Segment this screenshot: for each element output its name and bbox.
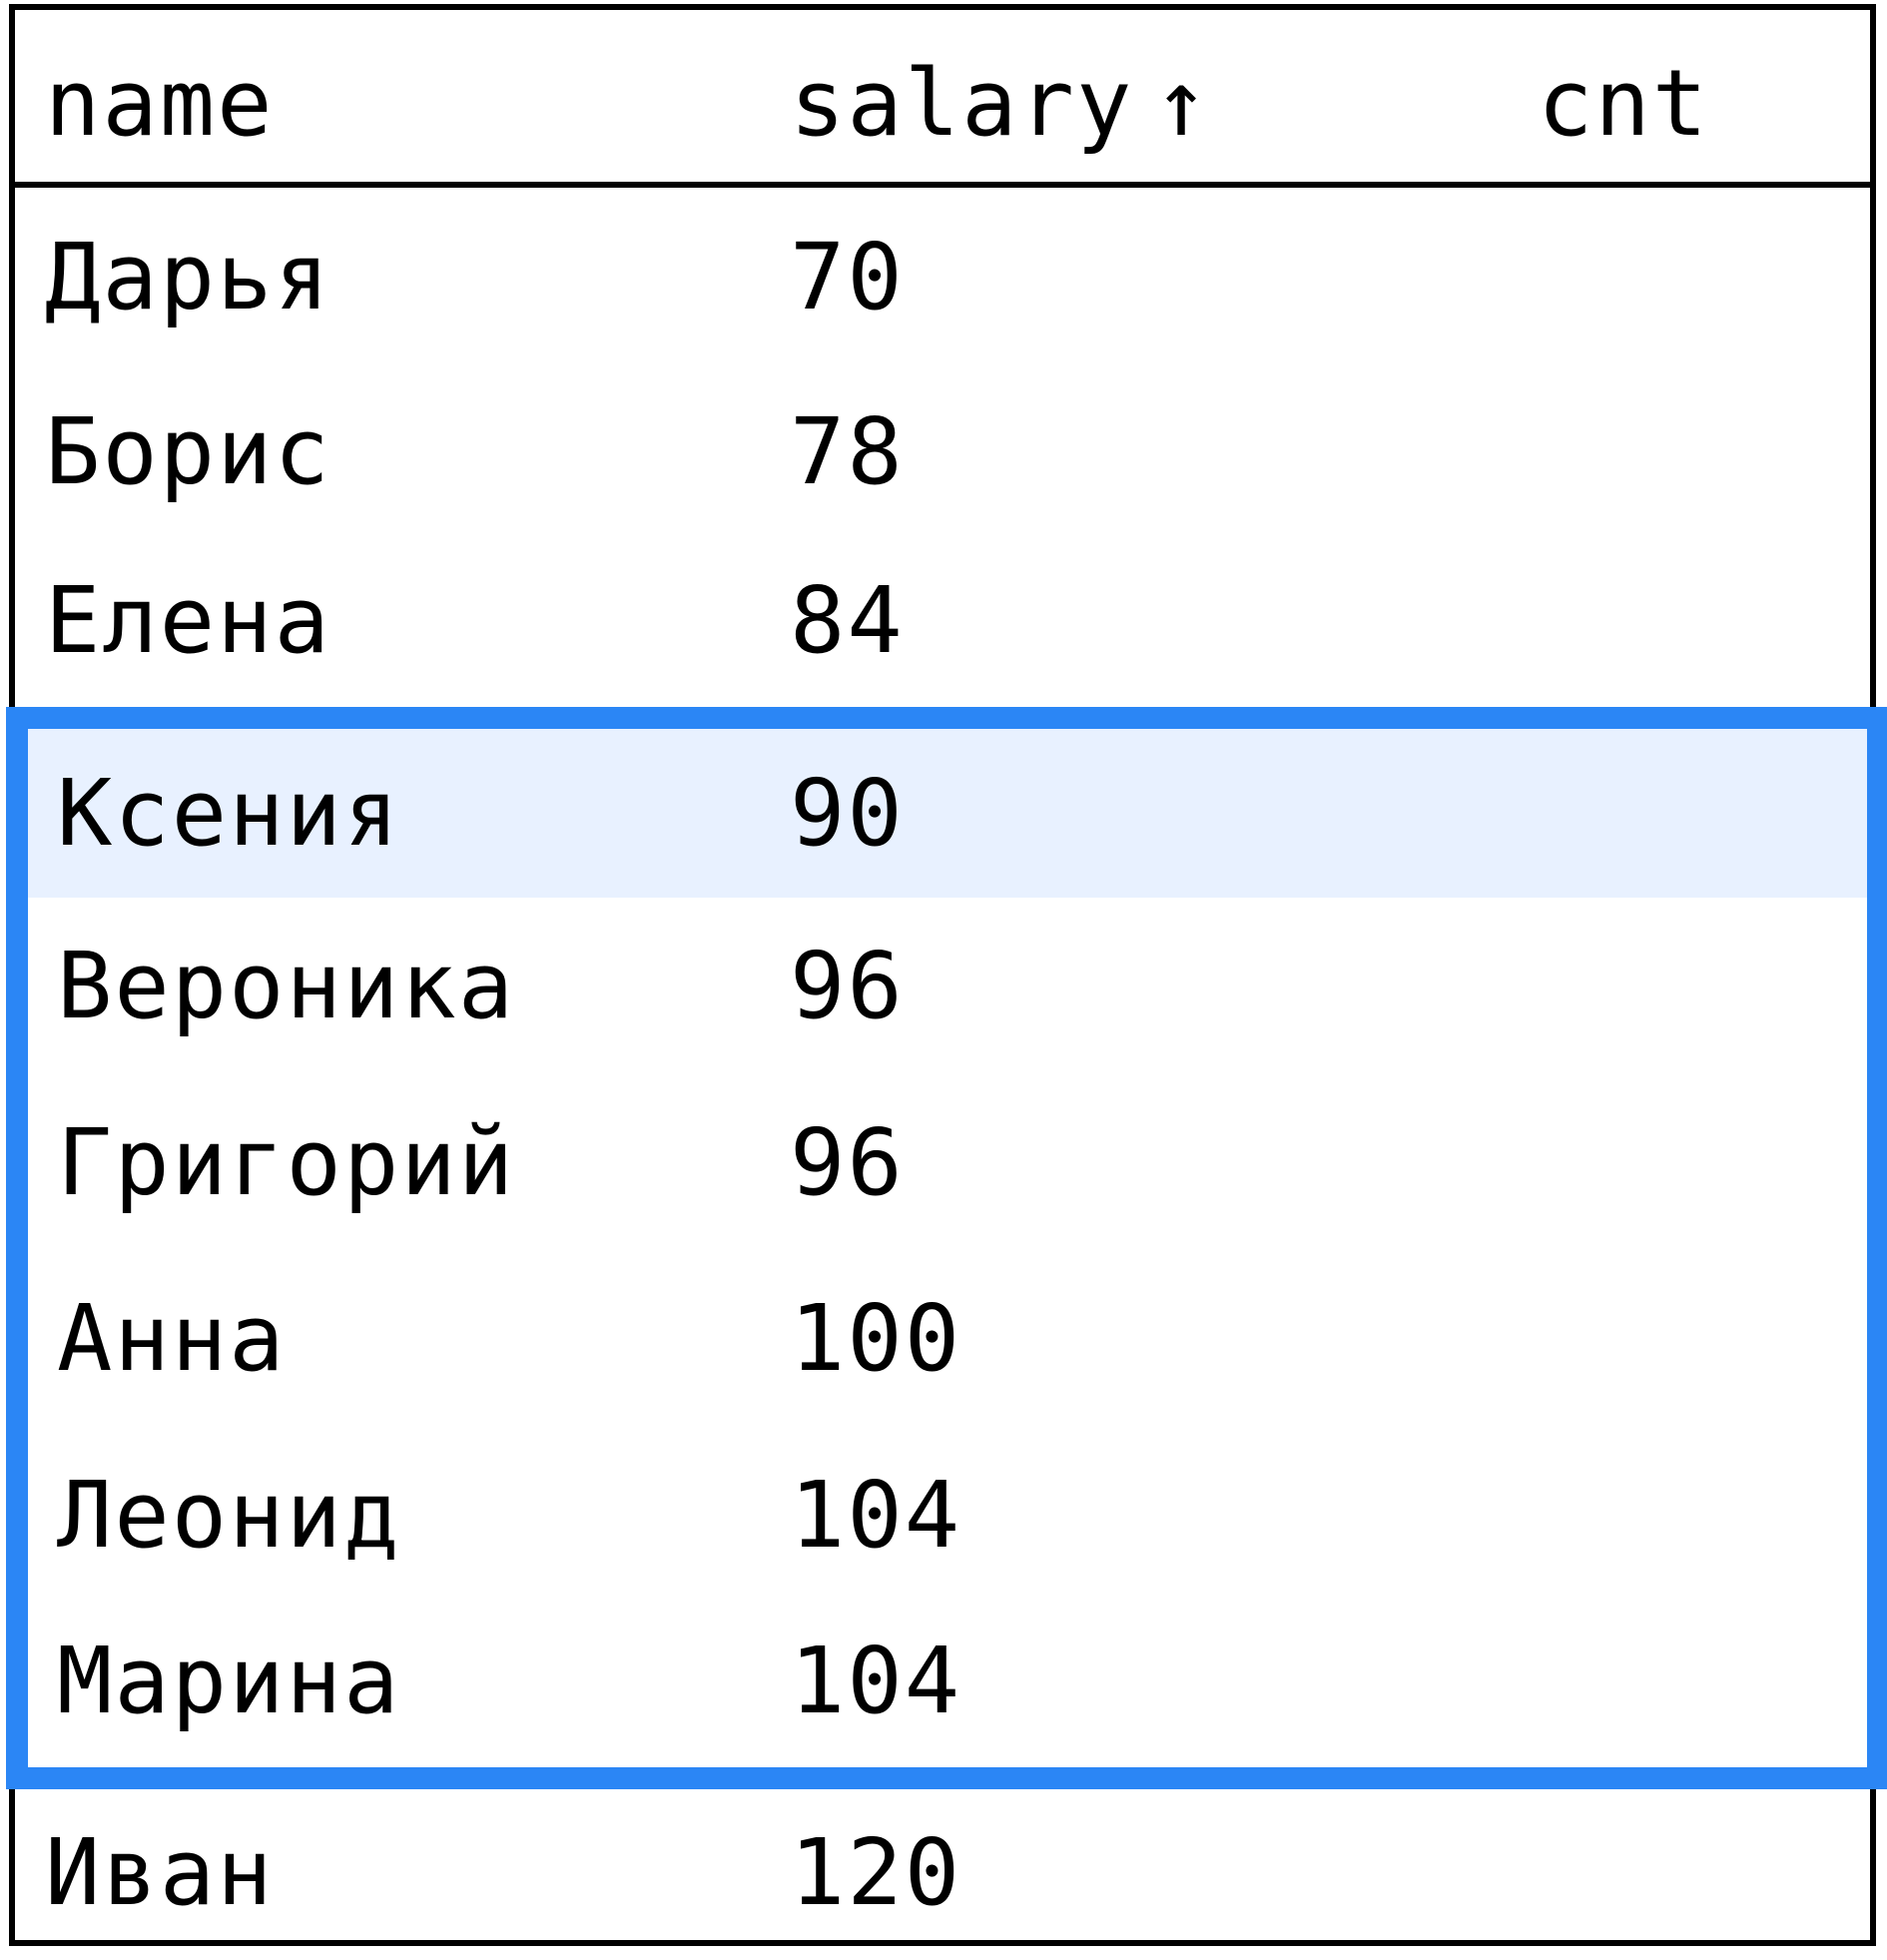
table-row[interactable]: Вероника 96 (15, 897, 1870, 1073)
table-row[interactable]: Иван 120 (15, 1783, 1870, 1960)
cell-salary: 96 (790, 1109, 905, 1216)
cell-name: Борис (45, 398, 331, 505)
column-header-name[interactable]: name (45, 50, 275, 157)
column-header-salary-label: salary (790, 50, 1134, 157)
cell-salary: 100 (790, 1285, 962, 1392)
cell-salary: 84 (790, 567, 905, 674)
cell-name: Анна (57, 1285, 287, 1392)
arrow-up-icon[interactable]: ↑ (1153, 50, 1211, 157)
cell-salary: 78 (790, 398, 905, 505)
table-row-active[interactable]: Ксения 90 (28, 720, 1871, 898)
table-row[interactable]: Борис 78 (15, 362, 1870, 539)
cell-name: Вероника (57, 933, 516, 1039)
column-header-cnt[interactable]: cnt (1538, 50, 1710, 157)
cell-salary: 104 (790, 1628, 962, 1734)
cell-name: Елена (45, 567, 331, 674)
cell-name: Ксения (57, 760, 401, 867)
cell-salary: 90 (790, 760, 905, 867)
table-row[interactable]: Григорий 96 (15, 1073, 1870, 1250)
table-row[interactable]: Елена 84 (15, 531, 1870, 708)
cell-name: Григорий (57, 1109, 516, 1216)
table-row[interactable]: Марина 104 (15, 1592, 1870, 1768)
table-row[interactable]: Анна 100 (15, 1249, 1870, 1426)
cell-salary: 96 (790, 933, 905, 1039)
cell-name: Марина (57, 1628, 401, 1734)
cell-salary: 120 (790, 1819, 962, 1926)
column-header-salary[interactable]: salary ↑ (790, 58, 1211, 150)
cell-name: Иван (45, 1819, 275, 1926)
cell-name: Леонид (57, 1462, 401, 1569)
cell-salary: 104 (790, 1462, 962, 1569)
table-header: name salary ↑ cnt (15, 10, 1870, 188)
table-row[interactable]: Леонид 104 (15, 1426, 1870, 1603)
data-table: name salary ↑ cnt Дарья 70 Борис 78 Елена… (6, 4, 1887, 1946)
table-row[interactable]: Дарья 70 (15, 188, 1870, 364)
cell-name: Дарья (45, 224, 331, 330)
cell-salary: 70 (790, 224, 905, 330)
